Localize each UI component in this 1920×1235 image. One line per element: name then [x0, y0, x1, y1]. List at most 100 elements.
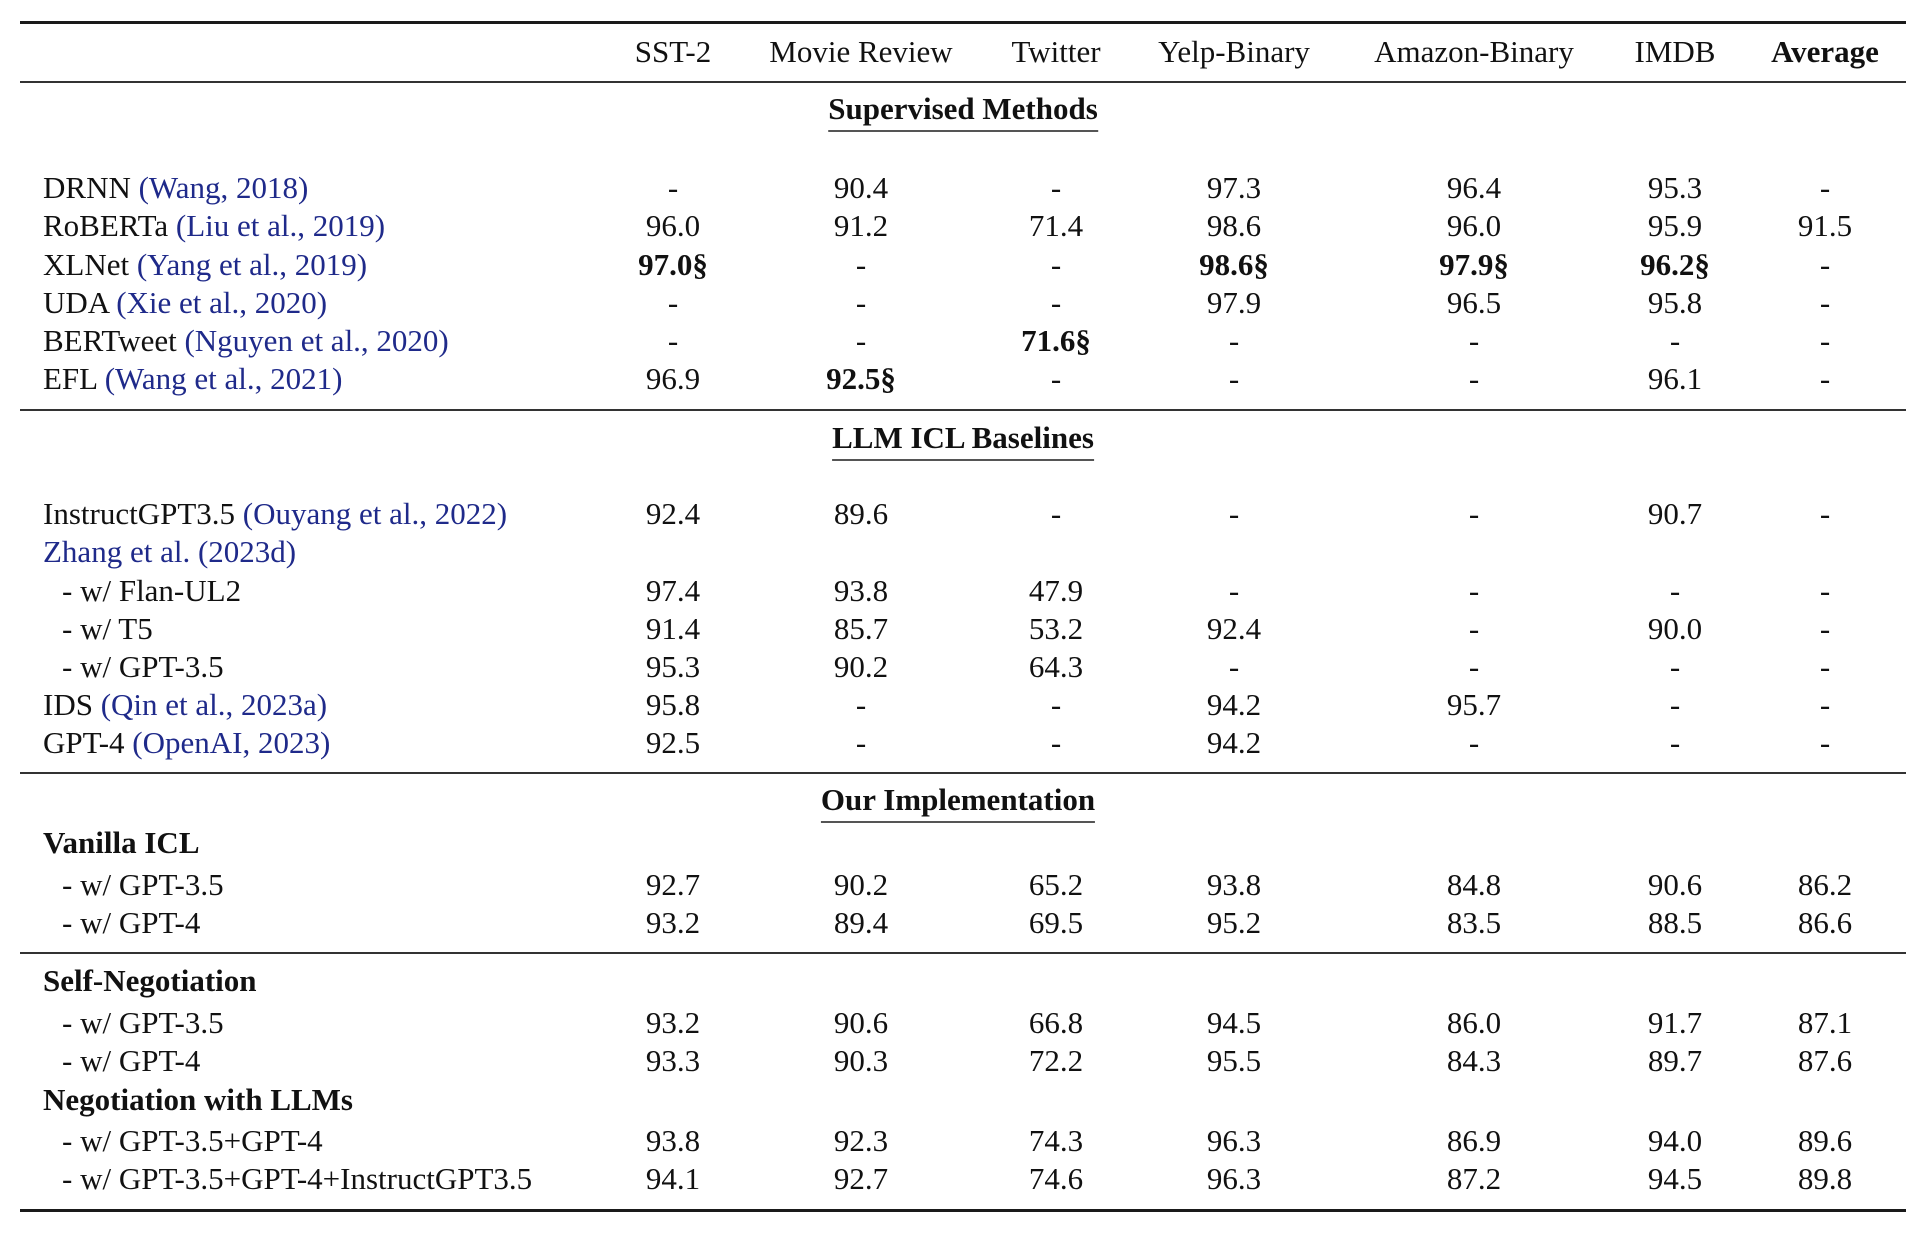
cell-twitter: 53.2 — [1028, 611, 1084, 646]
row-label: GPT-4 (OpenAI, 2023) — [43, 724, 330, 762]
cell-twitter: 65.2 — [1028, 867, 1084, 902]
row-label: - w/ GPT-3.5 — [62, 866, 224, 904]
row-label: - w/ GPT-3.5+GPT-4 — [62, 1122, 323, 1160]
cell-twitter: 64.3 — [1028, 649, 1084, 684]
row-label: Zhang et al. (2023d) — [43, 533, 296, 571]
section-title-llm-icl: LLM ICL Baselines — [832, 419, 1094, 461]
row-label: BERTweet (Nguyen et al., 2020) — [43, 322, 449, 360]
cell-sst2: 92.7 — [645, 867, 701, 902]
row-label: - w/ GPT-4 — [62, 904, 200, 942]
cell-yelp-binary: 95.5 — [1206, 1043, 1262, 1078]
cell-imdb: - — [1669, 649, 1681, 684]
citation-link[interactable]: (Nguyen et al., 2020) — [184, 323, 449, 358]
cell-sst2: 97.4 — [645, 573, 701, 608]
cell-amazon-binary: - — [1468, 649, 1480, 684]
cell-amazon-binary: 96.0 — [1446, 208, 1502, 243]
cell-sst2: 96.9 — [645, 361, 701, 396]
col-header-yelp-binary: Yelp-Binary — [1158, 34, 1310, 69]
cell-average: - — [1819, 361, 1831, 396]
cell-yelp-binary: 94.2 — [1206, 687, 1262, 722]
model-name: - w/ GPT-3.5+GPT-4 — [62, 1123, 323, 1158]
col-header-movie-review: Movie Review — [769, 34, 953, 69]
cell-imdb: 95.9 — [1647, 208, 1703, 243]
cell-amazon-binary: 87.2 — [1446, 1161, 1502, 1196]
cell-amazon-binary: - — [1468, 611, 1480, 646]
cell-imdb: 96.2§ — [1640, 247, 1710, 282]
col-header-average: Average — [1771, 34, 1879, 69]
citation-link[interactable]: (Liu et al., 2019) — [175, 208, 386, 243]
cell-yelp-binary: 98.6 — [1206, 208, 1262, 243]
model-name: DRNN — [43, 170, 131, 205]
cell-imdb: - — [1669, 725, 1681, 760]
cell-movie-review: 90.4 — [833, 170, 889, 205]
cell-movie-review: 92.3 — [833, 1123, 889, 1158]
section-title-supervised: Supervised Methods — [828, 90, 1098, 132]
cell-yelp-binary: - — [1228, 496, 1240, 531]
model-name: - w/ GPT-3.5+GPT-4+InstructGPT3.5 — [62, 1161, 533, 1196]
cell-sst2: 91.4 — [645, 611, 701, 646]
cell-sst2: - — [667, 285, 679, 320]
citation-link[interactable]: (Yang et al., 2019) — [136, 247, 368, 282]
cell-average: - — [1819, 285, 1831, 320]
model-name: IDS — [43, 687, 93, 722]
cell-yelp-binary: 94.2 — [1206, 725, 1262, 760]
citation-link[interactable]: (Xie et al., 2020) — [116, 285, 328, 320]
cell-twitter: - — [1050, 687, 1062, 722]
model-name: EFL — [43, 361, 97, 396]
cell-sst2: 96.0 — [645, 208, 701, 243]
row-label: InstructGPT3.5 (Ouyang et al., 2022) — [43, 495, 507, 533]
cell-twitter: 47.9 — [1028, 573, 1084, 608]
cell-imdb: - — [1669, 323, 1681, 358]
model-name: - w/ GPT-4 — [62, 1043, 201, 1078]
cell-imdb: 94.5 — [1647, 1161, 1703, 1196]
cell-imdb: 94.0 — [1647, 1123, 1703, 1158]
col-header-twitter: Twitter — [1011, 34, 1101, 69]
citation-link[interactable]: (Wang et al., 2021) — [104, 361, 343, 396]
row-label: XLNet (Yang et al., 2019) — [43, 246, 367, 284]
cell-average: - — [1819, 247, 1831, 282]
citation-link[interactable]: Zhang et al. (2023d) — [43, 534, 297, 569]
cell-sst2: 95.3 — [645, 649, 701, 684]
citation-link[interactable]: (Qin et al., 2023a) — [100, 687, 328, 722]
row-label: - w/ GPT-3.5 — [62, 648, 224, 686]
cell-amazon-binary: 95.7 — [1446, 687, 1502, 722]
cell-twitter: 69.5 — [1028, 905, 1084, 940]
cell-twitter: - — [1050, 725, 1062, 760]
section-title-ours: Our Implementation — [820, 781, 1096, 823]
row-label: - w/ GPT-3.5+GPT-4+InstructGPT3.5 — [62, 1160, 532, 1198]
cell-amazon-binary: 96.4 — [1446, 170, 1502, 205]
citation-link[interactable]: (OpenAI, 2023) — [132, 725, 331, 760]
cell-twitter: 71.4 — [1028, 208, 1084, 243]
cell-sst2: 95.8 — [645, 687, 701, 722]
bottom-rule — [20, 1209, 1906, 1212]
cell-imdb: 91.7 — [1647, 1005, 1703, 1040]
model-name: - w/ GPT-3.5 — [62, 867, 224, 902]
cell-yelp-binary: - — [1228, 361, 1240, 396]
cell-imdb: 95.8 — [1647, 285, 1703, 320]
model-name: GPT-4 — [43, 725, 125, 760]
cell-movie-review: 91.2 — [833, 208, 889, 243]
cell-movie-review: 85.7 — [833, 611, 889, 646]
cell-amazon-binary: 86.0 — [1446, 1005, 1502, 1040]
cell-imdb: 96.1 — [1647, 361, 1703, 396]
cell-average: - — [1819, 170, 1831, 205]
cell-movie-review: - — [855, 687, 867, 722]
cell-sst2: 92.4 — [645, 496, 701, 531]
cell-twitter: - — [1050, 496, 1062, 531]
cell-amazon-binary: - — [1468, 573, 1480, 608]
cell-average: 89.6 — [1797, 1123, 1853, 1158]
cell-movie-review: 93.8 — [833, 573, 889, 608]
cell-imdb: - — [1669, 573, 1681, 608]
cell-average: 87.1 — [1797, 1005, 1853, 1040]
cell-yelp-binary: 96.3 — [1206, 1123, 1262, 1158]
cell-movie-review: 90.6 — [833, 1005, 889, 1040]
cell-yelp-binary: 93.8 — [1206, 867, 1262, 902]
cell-yelp-binary: - — [1228, 323, 1240, 358]
citation-link[interactable]: (Ouyang et al., 2022) — [242, 496, 508, 531]
group-rule — [20, 952, 1906, 954]
cell-twitter: 74.3 — [1028, 1123, 1084, 1158]
cell-average: - — [1819, 649, 1831, 684]
citation-link[interactable]: (Wang, 2018) — [138, 170, 309, 205]
cell-yelp-binary: 97.9 — [1206, 285, 1262, 320]
cell-imdb: 90.6 — [1647, 867, 1703, 902]
